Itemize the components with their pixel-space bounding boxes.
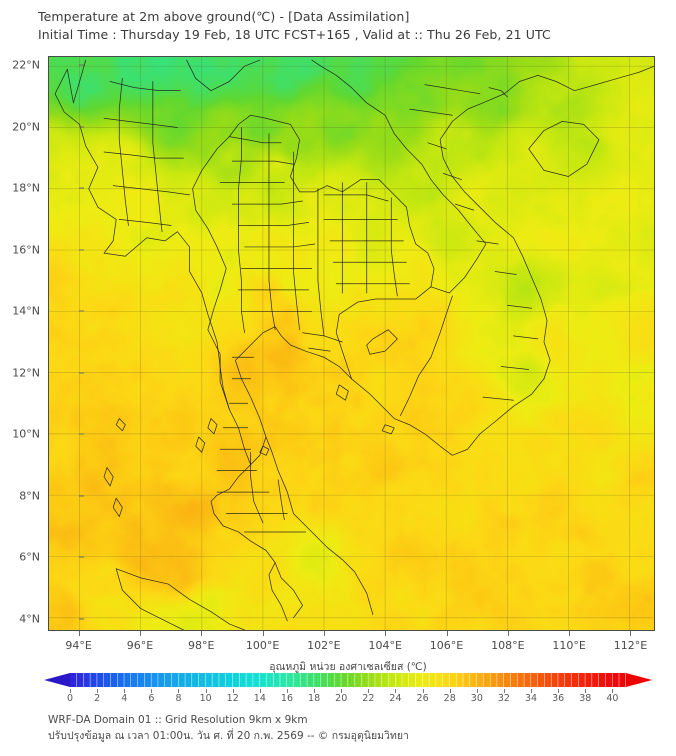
longitude-tick-label: 108°E	[491, 639, 525, 652]
chart-title-block: Temperature at 2m above ground(℃) - [Dat…	[38, 8, 658, 44]
latitude-tick-mark	[79, 64, 84, 66]
colorbar-tick-label: 8	[175, 693, 182, 704]
colorbar-tick-mark	[368, 689, 370, 693]
longitude-tick-label: 98°E	[188, 639, 215, 652]
latitude-tick-label: 6°N	[19, 550, 40, 564]
colorbar-tick-label: 0	[66, 693, 74, 704]
latitude-tick-label: 14°N	[12, 304, 40, 318]
latitude-tick-mark	[79, 126, 84, 128]
longitude-tick-label: 110°E	[552, 639, 586, 652]
latitude-tick-mark	[79, 372, 84, 374]
temperature-map-panel[interactable]	[48, 56, 655, 631]
colorbar-tick-mark	[151, 689, 153, 693]
colorbar-tick-mark	[531, 689, 533, 693]
colorbar-tick-mark	[232, 689, 234, 693]
colorbar-tick-mark	[558, 689, 560, 693]
colorbar-tick-label: 18	[308, 693, 321, 704]
colorbar-tick-mark	[97, 689, 99, 693]
footer-line-1: WRF-DA Domain 01 :: Grid Resolution 9km …	[48, 714, 308, 726]
colorbar-tick-mark	[286, 689, 288, 693]
colorbar-tick-mark	[612, 689, 614, 693]
colorbar-title: อุณหภูมิ หน่วย องศาเซลเซียส (℃)	[269, 661, 427, 673]
latitude-tick-label: 10°N	[12, 427, 40, 441]
latitude-tick-mark	[79, 433, 84, 435]
colorbar-tick-label: 26	[416, 693, 429, 704]
longitude-tick-mark	[385, 631, 387, 636]
colorbar-tick-mark	[476, 689, 478, 693]
footer-block: WRF-DA Domain 01 :: Grid Resolution 9km …	[48, 712, 648, 744]
colorbar-tick-label: 40	[606, 693, 619, 704]
colorbar-tick-label: 24	[389, 693, 402, 704]
footer-line-2: ปรับปรุงข้อมูล ณ เวลา 01:00น. วัน ศ. ที่…	[48, 730, 409, 742]
colorbar-tick-label: 2	[94, 693, 101, 704]
latitude-tick-label: 12°N	[12, 366, 40, 380]
longitude-tick-mark	[262, 631, 264, 636]
colorbar-tick-mark	[178, 689, 180, 693]
longitude-tick-mark	[507, 631, 509, 636]
colorbar-tick-mark	[314, 689, 316, 693]
latitude-tick-label: 4°N	[19, 612, 40, 626]
latitude-tick-label: 22°N	[12, 58, 40, 72]
colorbar-tick-mark	[422, 689, 424, 693]
longitude-tick-label: 96°E	[126, 639, 154, 652]
colorbar-tick-label: 20	[335, 693, 348, 704]
colorbar-tick-mark	[341, 689, 343, 693]
colorbar-tick-mark	[205, 689, 207, 693]
longitude-tick-label: 104°E	[368, 639, 402, 652]
colorbar-tick-label: 34	[525, 693, 538, 704]
colorbar-tick-label: 28	[443, 693, 456, 704]
colorbar-tick-label: 16	[280, 693, 294, 704]
longitude-axis: 94°E 96°E 98°E 100°E 102°E 104°E 106°E 108°E 110…	[48, 631, 655, 655]
colorbar-tick-mark	[449, 689, 451, 693]
colorbar-tick-label: 10	[199, 693, 212, 704]
latitude-tick-mark	[79, 249, 84, 251]
longitude-tick-label: 100°E	[245, 639, 280, 652]
colorbar-tick-label: 36	[552, 693, 565, 704]
latitude-axis: 4°N 6°N 8°N 10°N 12°N 14°N 16°N 18°N 20°N 22°N	[0, 56, 84, 631]
latitude-tick-label: 18°N	[12, 181, 40, 195]
latitude-tick-label: 8°N	[19, 489, 40, 503]
latitude-tick-mark	[79, 618, 84, 620]
longitude-tick-mark	[78, 631, 80, 636]
longitude-tick-label: 112°E	[613, 639, 648, 652]
colorbar-tick-mark	[585, 689, 587, 693]
longitude-tick-mark	[446, 631, 448, 636]
longitude-tick-mark	[630, 631, 632, 636]
latitude-tick-label: 16°N	[12, 243, 40, 257]
colorbar-gradient	[44, 673, 652, 687]
colorbar-tick-mark	[124, 689, 126, 693]
latitude-tick-mark	[79, 556, 84, 558]
longitude-tick-mark	[139, 631, 141, 636]
colorbar-tick-mark	[259, 689, 261, 693]
temperature-field-canvas	[49, 57, 654, 630]
latitude-tick-mark	[79, 187, 84, 189]
colorbar-tick-label: 38	[579, 693, 592, 704]
chart-title-line-2: Initial Time : Thursday 19 Feb, 18 UTC F…	[38, 27, 551, 42]
colorbar-tick-label: 6	[148, 693, 155, 704]
colorbar-block: อุณหภูมิ หน่วย องศาเซลเซียส (℃) 0 2 4 6 8 10 1…	[38, 658, 658, 706]
latitude-tick-label: 20°N	[12, 120, 40, 134]
colorbar-tick-mark	[70, 689, 71, 693]
colorbar-tick-label: 30	[470, 693, 483, 704]
longitude-tick-mark	[569, 631, 571, 636]
longitude-tick-mark	[323, 631, 325, 636]
colorbar-ticks: 0 2 4 6 8 10 12 14 16 18 20 22 24 26 28 30 32 34 36 38 40	[38, 689, 658, 706]
colorbar-tick-label: 14	[253, 693, 266, 704]
latitude-tick-mark	[79, 310, 84, 312]
longitude-tick-label: 102°E	[307, 639, 341, 652]
longitude-tick-label: 106°E	[429, 639, 464, 652]
longitude-tick-mark	[201, 631, 203, 636]
colorbar-tick-mark	[503, 689, 505, 693]
colorbar-tick-label: 12	[226, 693, 239, 704]
longitude-tick-label: 94°E	[65, 639, 92, 652]
chart-title-line-1: Temperature at 2m above ground(℃) - [Dat…	[38, 9, 410, 24]
colorbar-tick-mark	[395, 689, 397, 693]
latitude-tick-mark	[79, 495, 84, 497]
colorbar-tick-label: 22	[362, 693, 375, 704]
colorbar-tick-label: 4	[121, 693, 128, 704]
colorbar-tick-label: 32	[497, 693, 510, 704]
